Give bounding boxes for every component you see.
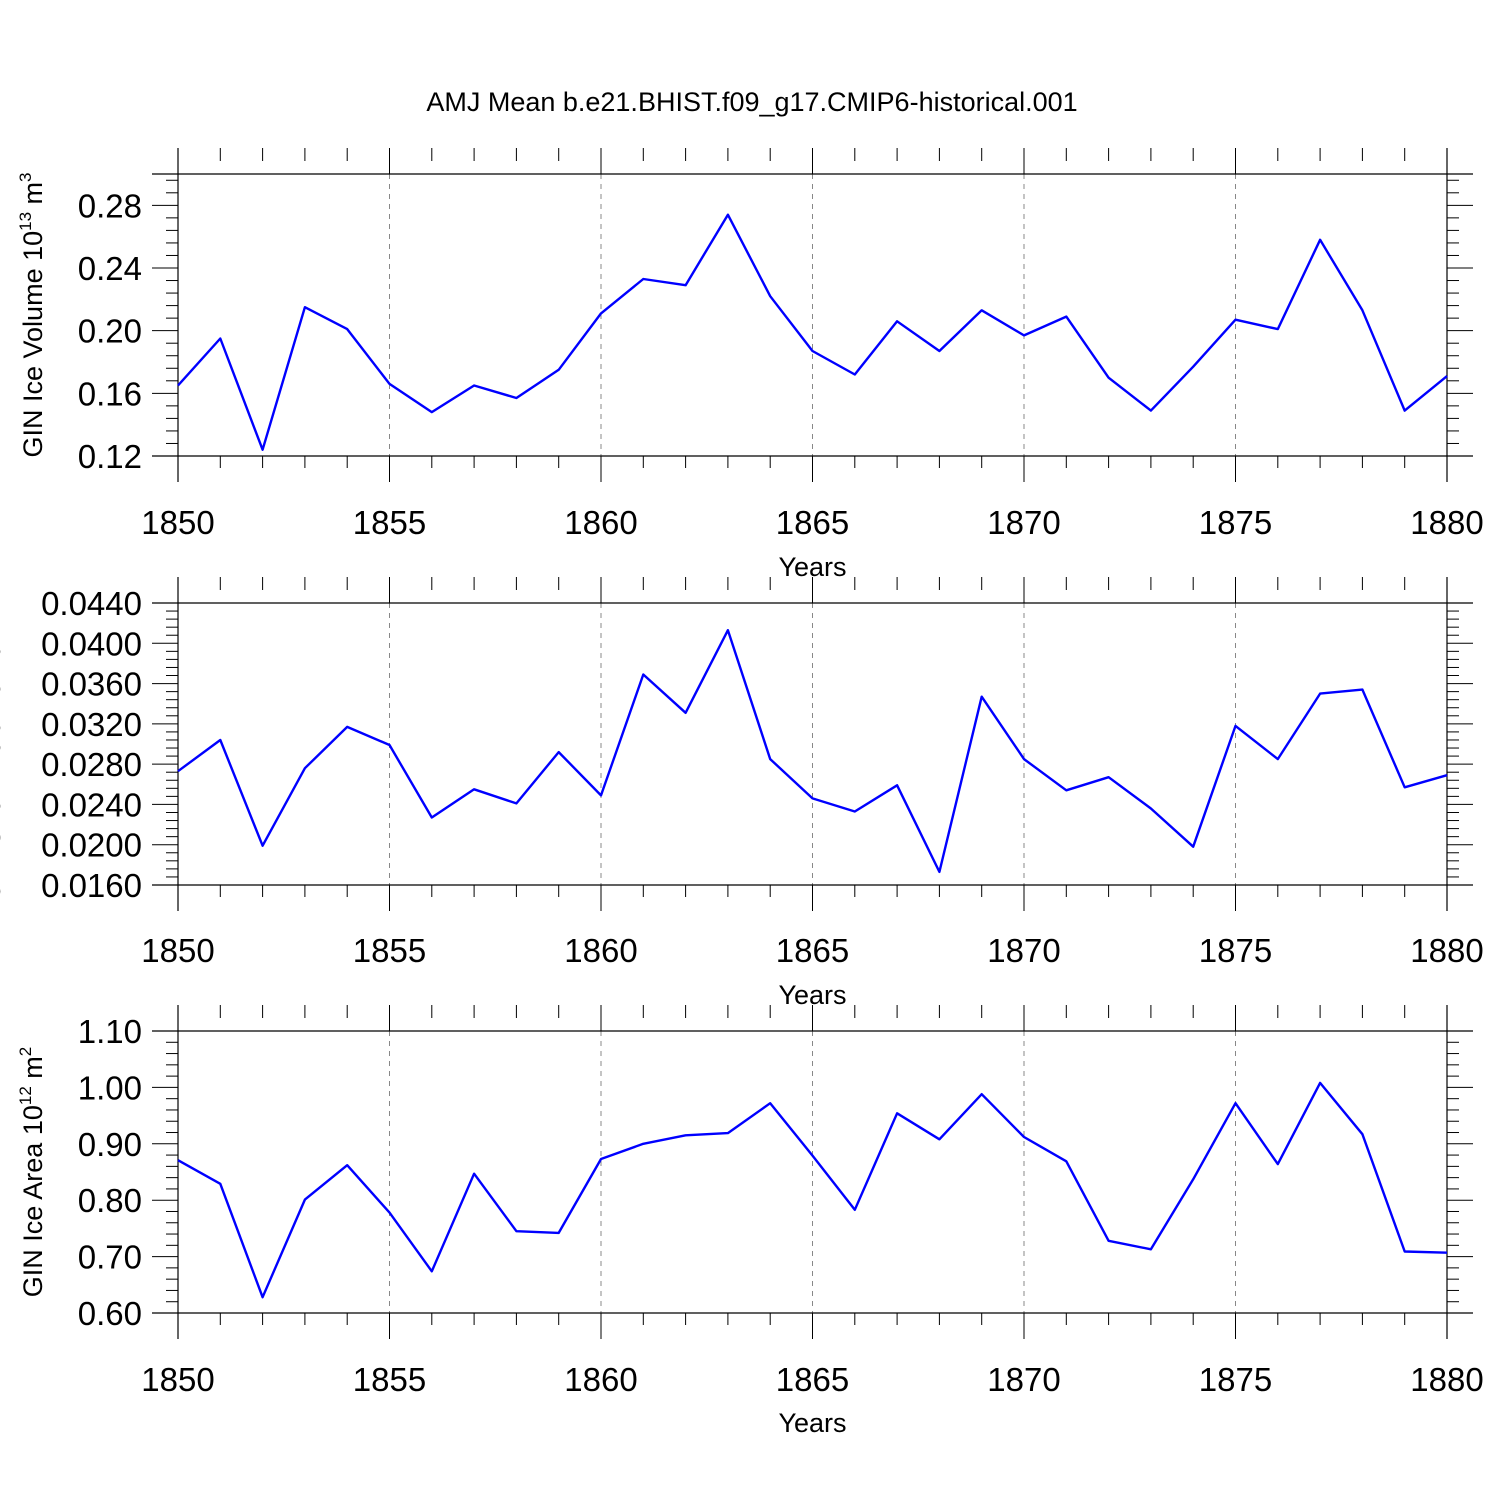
ice-area-xtick-label: 1880 (1410, 1361, 1483, 1398)
ice-area-series-line (177, 1081, 1448, 1299)
ice-area-y-axis-title-unit: m (18, 1056, 48, 1086)
snow-volume-xtick-label: 1850 (141, 932, 214, 969)
snow-volume-xtick-label: 1880 (1410, 932, 1483, 969)
ice-area-xtick-label: 1860 (564, 1361, 637, 1398)
ice-volume-xtick-label: 1850 (141, 504, 214, 541)
ice-volume-y-axis-title-base: GIN Ice Volume 10 (18, 231, 48, 458)
snow-volume-series-line (177, 629, 1448, 874)
ice-volume-xtick-label: 1855 (353, 504, 426, 541)
snow-volume-xtick-label: 1870 (987, 932, 1060, 969)
snow-volume-ytick-label: 0.0400 (41, 625, 142, 662)
ice-area-y-axis-title-base: GIN Ice Area 10 (18, 1105, 48, 1297)
ice-area-x-axis-title: Years (778, 1408, 846, 1438)
ice-area-y-axis-title-unit-exp: 2 (16, 1047, 35, 1056)
snow-volume-xtick-label: 1855 (353, 932, 426, 969)
snow-volume-ytick-label: 0.0280 (41, 746, 142, 783)
ice-volume-y-axis-title-unit: m (18, 182, 48, 212)
ice-volume-y-axis-title-exp: 13 (16, 212, 35, 231)
ice-area-panel: 0.60 0.70 0.80 0.90 1.00 1.10 1850 1855 1860 1865… (16, 1005, 1484, 1438)
ice-volume-ytick-label: 0.24 (78, 250, 142, 287)
ice-volume-xtick-label: 1880 (1410, 504, 1483, 541)
figure-title: AMJ Mean b.e21.BHIST.f09_g17.CMIP6-histo… (426, 87, 1077, 117)
ice-area-xtick-label: 1870 (987, 1361, 1060, 1398)
snow-volume-ytick-label: 0.0160 (41, 867, 142, 904)
snow-volume-y-axis-title-base: GIN Snow Volume 10 (0, 644, 6, 902)
snow-volume-ytick-label: 0.0320 (41, 706, 142, 743)
ice-area-ytick-label: 0.80 (78, 1182, 142, 1219)
ice-area-xtick-label: 1865 (776, 1361, 849, 1398)
ice-volume-y-axis-title: GIN Ice Volume 1013 m3 (16, 172, 48, 457)
ice-volume-series-line (177, 213, 1448, 451)
snow-volume-ytick-label: 0.0200 (41, 827, 142, 864)
ice-area-ytick-label: 0.60 (78, 1295, 142, 1332)
snow-volume-ytick-label: 0.0440 (41, 585, 142, 622)
ice-volume-ytick-label: 0.12 (78, 438, 142, 475)
ice-volume-xtick-label: 1860 (564, 504, 637, 541)
snow-volume-xtick-label: 1865 (776, 932, 849, 969)
ice-area-y-axis-title-exp: 12 (16, 1086, 35, 1105)
ice-volume-xtick-label: 1870 (987, 504, 1060, 541)
snow-volume-xtick-label: 1875 (1199, 932, 1272, 969)
ice-area-ytick-label: 0.90 (78, 1126, 142, 1163)
snow-volume-y-axis-title: GIN Snow Volume 1013 m3 (0, 586, 6, 903)
ice-area-xtick-label: 1850 (141, 1361, 214, 1398)
ice-area-xtick-label: 1875 (1199, 1361, 1272, 1398)
ice-area-y-axis-title: GIN Ice Area 1012 m2 (16, 1047, 48, 1298)
ice-volume-y-axis-title-unit-exp: 3 (16, 172, 35, 181)
snow-volume-xtick-label: 1860 (564, 932, 637, 969)
snow-volume-ytick-label: 0.0240 (41, 786, 142, 823)
ice-area-ytick-label: 1.00 (78, 1069, 142, 1106)
ice-area-ytick-label: 0.70 (78, 1239, 142, 1276)
ice-volume-xtick-label: 1875 (1199, 504, 1272, 541)
snow-volume-ytick-label: 0.0360 (41, 666, 142, 703)
ice-volume-ytick-label: 0.28 (78, 187, 142, 224)
ice-volume-ytick-label: 0.20 (78, 313, 142, 350)
snow-volume-y-axis-title-unit: m (0, 595, 6, 625)
ice-area-ytick-label: 1.10 (78, 1013, 142, 1050)
ice-volume-xtick-label: 1865 (776, 504, 849, 541)
ice-volume-ytick-label: 0.16 (78, 375, 142, 412)
ice-area-xtick-label: 1855 (353, 1361, 426, 1398)
ice-volume-panel: 0.12 0.16 0.20 0.24 0.28 1850 1855 1860 1865 1870… (16, 148, 1484, 582)
